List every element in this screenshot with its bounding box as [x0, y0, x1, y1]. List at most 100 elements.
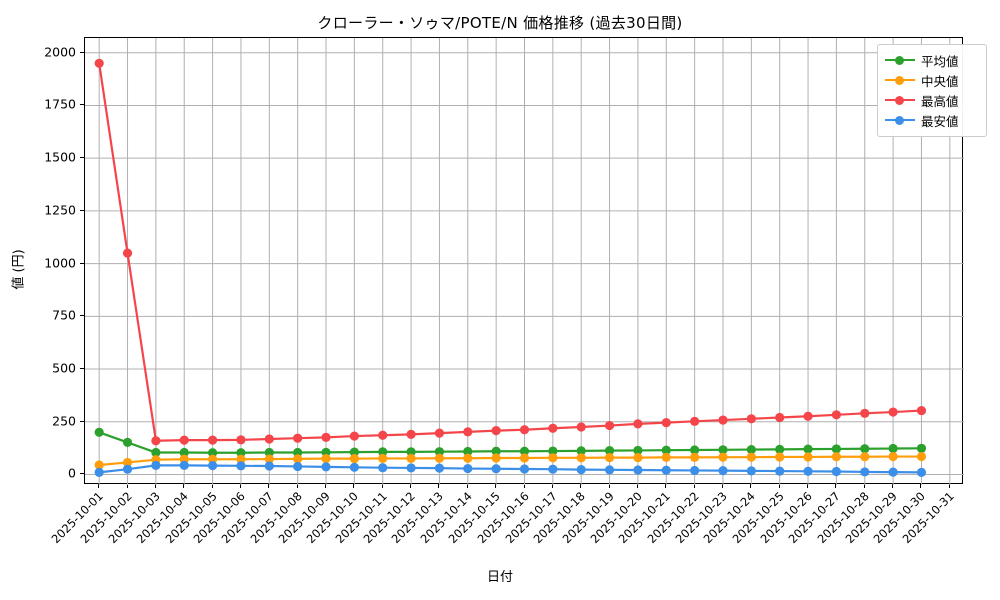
series-point — [434, 428, 445, 438]
y-tick-mark — [80, 315, 84, 317]
series-point — [378, 430, 388, 440]
series-point — [122, 248, 133, 258]
series-point — [519, 453, 530, 463]
series-point — [661, 465, 671, 475]
x-tick-mark — [410, 484, 412, 488]
series-point — [746, 444, 756, 455]
series-point — [208, 461, 218, 471]
series-point — [718, 415, 728, 425]
x-tick-mark — [183, 484, 185, 488]
series-point — [831, 452, 842, 462]
series-point — [208, 448, 218, 458]
legend-item-2[interactable]: 最高値 — [885, 90, 979, 110]
series-point — [690, 452, 700, 462]
series-point — [548, 423, 558, 433]
chart-title: クローラー・ソゥマ/POTE/N 価格推移 (過去30日間) — [317, 14, 683, 32]
series-point — [661, 417, 671, 428]
series-point — [860, 467, 870, 477]
y-tick-mark — [80, 473, 84, 475]
series-point — [860, 444, 870, 454]
series-point — [803, 444, 813, 454]
series-point — [463, 463, 473, 474]
series-point — [463, 453, 473, 463]
series-point — [775, 412, 785, 423]
series-point — [803, 452, 813, 462]
x-tick-mark — [580, 484, 582, 488]
series-line-1 — [98, 455, 923, 467]
series-point — [690, 465, 700, 476]
series-point — [321, 462, 331, 472]
y-axis-label: 値 (円) — [11, 249, 27, 290]
legend-item-3[interactable]: 最安値 — [885, 110, 979, 130]
series-line-0 — [98, 431, 923, 454]
series-point — [293, 433, 303, 443]
x-tick-mark — [438, 484, 440, 488]
grid-lines — [85, 38, 964, 485]
x-tick-mark — [353, 484, 355, 488]
series-point — [94, 427, 104, 437]
x-axis-tick-marks — [84, 484, 963, 488]
x-tick-mark — [523, 484, 525, 488]
legend-label: 中央値 — [921, 73, 959, 89]
series-point — [746, 414, 756, 424]
series-point — [661, 445, 671, 455]
x-tick-mark — [636, 484, 638, 488]
x-tick-mark — [807, 484, 809, 488]
series-point — [236, 448, 246, 458]
series-point — [633, 445, 643, 456]
y-tick-label: 1250 — [44, 202, 76, 218]
series-point — [122, 437, 133, 448]
chart-legend[interactable]: 平均値中央値 最高値最安値 — [877, 44, 987, 137]
series-point — [576, 422, 586, 432]
series-point — [151, 436, 161, 446]
series-point — [633, 452, 643, 463]
series-point — [264, 447, 274, 458]
y-axis-tick-marks — [80, 37, 84, 484]
series-point — [888, 407, 898, 417]
series-point — [633, 419, 643, 429]
series-point — [491, 426, 501, 436]
series-point — [378, 463, 388, 473]
y-tick-mark — [80, 262, 84, 264]
x-tick-mark — [608, 484, 610, 488]
x-tick-mark — [693, 484, 695, 488]
series-point — [860, 452, 870, 462]
series-point — [94, 58, 104, 68]
legend-swatch-icon — [885, 73, 915, 87]
y-tick-mark — [80, 368, 84, 370]
legend-item-1[interactable]: 中央値 — [885, 70, 979, 90]
x-tick-mark — [98, 484, 100, 488]
series-point — [491, 453, 501, 463]
series-point — [151, 447, 161, 458]
series-point — [519, 425, 530, 435]
series-point — [888, 467, 898, 477]
series-point — [406, 447, 416, 457]
legend-label: 最安値 — [921, 113, 959, 129]
x-tick-mark — [892, 484, 894, 488]
x-tick-mark — [126, 484, 128, 488]
series-point — [151, 460, 161, 470]
series-point — [690, 445, 700, 455]
series-point — [349, 462, 359, 472]
series-point — [916, 443, 927, 453]
series-point — [548, 453, 558, 463]
series-point — [633, 465, 643, 475]
series-point — [860, 408, 870, 418]
series-point — [406, 463, 416, 473]
x-tick-mark — [835, 484, 837, 488]
y-tick-label: 2000 — [44, 44, 76, 60]
series-point — [775, 452, 785, 462]
data-series-layer — [94, 58, 927, 477]
series-point — [491, 464, 501, 474]
series-point — [803, 466, 813, 476]
y-tick-label: 500 — [52, 360, 76, 376]
series-point — [378, 447, 388, 457]
series-point — [519, 464, 530, 474]
legend-item-0[interactable]: 平均値 — [885, 50, 979, 70]
series-point — [746, 452, 756, 462]
x-tick-mark — [551, 484, 553, 488]
series-point — [491, 446, 501, 456]
x-tick-mark — [381, 484, 383, 488]
series-point — [576, 453, 586, 463]
series-point — [349, 447, 359, 457]
